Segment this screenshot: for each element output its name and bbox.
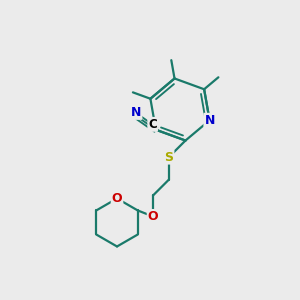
Text: S: S: [164, 151, 173, 164]
Text: C: C: [148, 118, 157, 131]
Text: N: N: [131, 106, 141, 119]
Text: N: N: [204, 114, 215, 127]
Text: O: O: [112, 192, 122, 205]
Text: O: O: [148, 210, 158, 223]
